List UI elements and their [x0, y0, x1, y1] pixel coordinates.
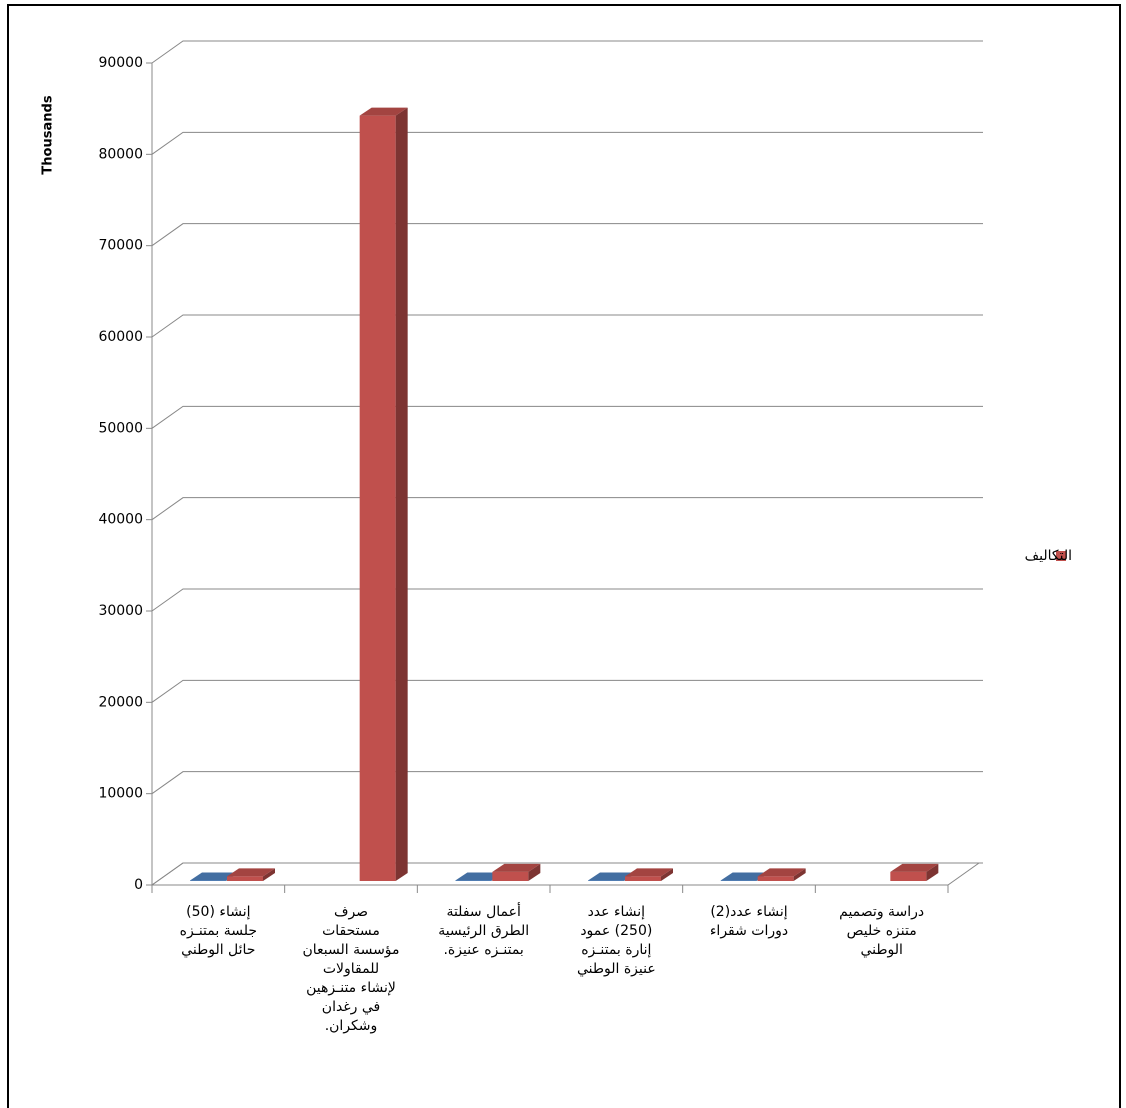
bar-top: [588, 872, 636, 881]
y-tick-label: 60000: [98, 329, 143, 345]
grid-line: [151, 40, 983, 64]
grid-line: [151, 497, 983, 521]
grid-line: [151, 771, 983, 795]
bar: [890, 871, 927, 881]
grid-line: [151, 405, 983, 429]
bar-side: [926, 863, 939, 881]
bar-top: [720, 872, 769, 881]
x-tick-label: صرف مستحقات مؤسسة السبعان للمقاولات لإنش…: [302, 904, 400, 1034]
bar: [227, 876, 263, 881]
y-tick-label: 80000: [98, 146, 143, 162]
bar-side: [661, 868, 673, 881]
x-tick-label: دراسة وتصميم متنزه خليص الوطني: [839, 904, 925, 958]
bar: [757, 876, 794, 881]
x-tick-label: إنشاء عدد (250) عمود إنارة بمتنـزه عنيزة…: [576, 904, 656, 977]
bar-top: [227, 868, 275, 877]
floor: [150, 862, 981, 886]
y-tick-label: 50000: [98, 420, 143, 436]
grid-line: [151, 314, 983, 338]
bar-top: [625, 868, 673, 877]
bar-side: [263, 868, 275, 881]
grid-line: [151, 588, 983, 612]
bar-top: [757, 868, 806, 877]
bar-top: [359, 107, 408, 116]
y-tick-label: 0: [134, 877, 143, 893]
y-axis-label: Thousands: [41, 95, 56, 174]
bar-top: [190, 872, 238, 881]
bar: [625, 876, 661, 881]
y-tick-label: 30000: [98, 603, 143, 619]
frame: [7, 4, 1121, 1108]
bar-side: [793, 868, 806, 881]
y-tick-label: 90000: [98, 55, 143, 71]
legend-label: التكاليف: [1025, 548, 1072, 564]
bar-top: [492, 863, 541, 872]
y-tick-label: 40000: [98, 512, 143, 528]
x-tick-label: إنشاء (50) جلسة بمتنـزه حائل الوطني: [179, 904, 257, 958]
bar: [359, 115, 396, 882]
grid-line: [151, 131, 983, 155]
bar-top: [455, 872, 504, 881]
y-tick-label: 20000: [98, 694, 143, 710]
bar: [492, 871, 529, 881]
bar-side: [395, 107, 408, 882]
y-tick-label: 10000: [98, 786, 143, 802]
y-tick-label: 70000: [98, 238, 143, 254]
grid-line: [151, 223, 983, 247]
grid-line: [151, 679, 983, 703]
x-tick-label: إنشاء عدد(2) دورات شقراء: [709, 904, 789, 939]
bar-top: [890, 863, 939, 872]
legend-swatch: [1056, 551, 1066, 561]
grid-line: [151, 862, 983, 886]
x-tick-label: أعمال سفلتة الطرق الرئيسية بمتنـزه عنيزة…: [438, 904, 530, 958]
bar-side: [528, 863, 541, 881]
